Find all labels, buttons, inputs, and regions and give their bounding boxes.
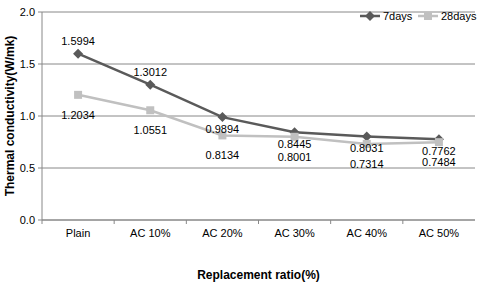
- data-label: 0.8134: [206, 149, 240, 161]
- marker: [365, 11, 375, 21]
- y-tick-label: 2.0: [20, 6, 35, 18]
- y-tick-label: 0.5: [20, 162, 35, 174]
- data-label: 0.8445: [278, 138, 312, 150]
- chart-svg: 0.0 0.5 1.0 1.5 2.0 Plain AC 10% AC 20% AC 30% AC…: [0, 0, 480, 288]
- legend-label: 28days: [441, 10, 477, 22]
- x-axis-title: Replacement ratio(%): [197, 268, 320, 282]
- tick-mark: [38, 116, 42, 117]
- x-tick-label: AC 30%: [274, 227, 315, 239]
- legend-label: 7days: [383, 10, 413, 22]
- data-label: 0.9894: [206, 123, 240, 135]
- y-tick-label: 0.0: [20, 214, 35, 226]
- grid-line: [42, 168, 475, 169]
- x-tick-label: AC 10%: [130, 227, 171, 239]
- x-tick-mark: [186, 220, 187, 224]
- x-tick-label: AC 40%: [347, 227, 388, 239]
- tick-mark: [38, 12, 42, 13]
- legend: 7days 28days: [360, 10, 477, 22]
- y-tick-label: 1.0: [20, 110, 35, 122]
- data-label: 0.8001: [278, 151, 312, 163]
- x-tick-label: Plain: [66, 227, 90, 239]
- marker: [424, 12, 432, 20]
- series-line: [78, 95, 439, 144]
- marker: [145, 80, 155, 90]
- marker: [146, 106, 154, 114]
- x-tick-mark: [330, 220, 331, 224]
- y-axis: [42, 12, 43, 220]
- y-tick-label: 1.5: [20, 58, 35, 70]
- tick-mark: [38, 168, 42, 169]
- grid-line: [42, 64, 475, 65]
- marker: [73, 49, 83, 59]
- data-label: 1.0551: [133, 124, 167, 136]
- tick-mark: [38, 220, 42, 221]
- x-tick-mark: [114, 220, 115, 224]
- grid-line: [42, 116, 475, 117]
- x-tick-mark: [402, 220, 403, 224]
- data-label: 0.7484: [422, 156, 456, 168]
- chart-container: 0.0 0.5 1.0 1.5 2.0 Plain AC 10% AC 20% AC 30% AC…: [0, 0, 480, 288]
- data-label: 1.5994: [61, 35, 95, 47]
- x-tick-label: AC 50%: [419, 227, 460, 239]
- marker: [74, 91, 82, 99]
- series-line: [78, 54, 439, 140]
- marker: [217, 112, 227, 122]
- data-label: 1.2034: [61, 109, 95, 121]
- y-axis-title: Thermal conductivity(W/mk): [3, 36, 17, 197]
- tick-mark: [38, 64, 42, 65]
- data-labels: 1.59941.30120.98940.84450.80310.77621.20…: [61, 35, 455, 170]
- x-tick-mark: [258, 220, 259, 224]
- x-tick-label: AC 20%: [202, 227, 243, 239]
- x-tick-mark: [42, 220, 43, 224]
- data-label: 0.7314: [350, 158, 384, 170]
- data-label: 0.8031: [350, 142, 384, 154]
- plot-area: [73, 49, 444, 148]
- data-label: 1.3012: [133, 66, 167, 78]
